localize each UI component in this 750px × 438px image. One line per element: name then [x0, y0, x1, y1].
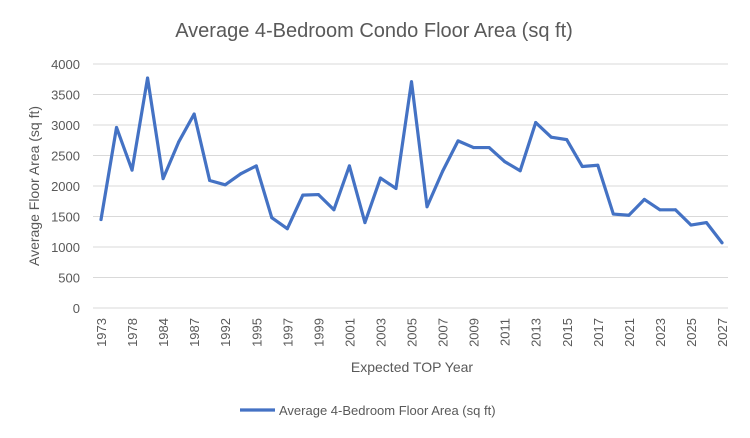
data-point	[347, 164, 351, 168]
y-tick-label: 4000	[51, 57, 80, 72]
x-axis-ticks: 1973 1978 1984 1987 1992 1995 1997 1999 2001 2003…	[94, 318, 730, 347]
y-tick-label: 3000	[51, 118, 80, 133]
data-point	[487, 146, 491, 150]
data-point	[99, 218, 103, 222]
x-tick-label: 2015	[560, 318, 575, 347]
data-point	[503, 160, 507, 164]
y-tick-label: 0	[73, 301, 80, 316]
data-point	[534, 121, 538, 125]
data-point	[177, 140, 181, 144]
x-tick-label: 2013	[529, 318, 544, 347]
y-tick-label: 2500	[51, 149, 80, 164]
data-point	[208, 179, 212, 183]
x-tick-label: 1987	[187, 318, 202, 347]
legend: Average 4-Bedroom Floor Area (sq ft)	[240, 403, 496, 418]
data-point	[223, 183, 227, 187]
x-tick-label: 2001	[342, 318, 357, 347]
data-point	[549, 135, 553, 139]
y-axis-ticks: 0 500 1000 1500 2000 2500 3000 3500 4000	[51, 57, 80, 316]
x-tick-label: 1995	[249, 318, 264, 347]
data-point	[580, 164, 584, 168]
data-point	[192, 112, 196, 116]
data-point	[596, 163, 600, 167]
data-point	[720, 241, 724, 245]
data-point	[301, 193, 305, 197]
data-point	[658, 208, 662, 212]
y-tick-label: 1000	[51, 240, 80, 255]
gridlines	[93, 63, 728, 309]
x-tick-label: 2009	[467, 318, 482, 347]
data-point	[146, 76, 150, 80]
data-point	[285, 227, 289, 231]
data-point	[394, 186, 398, 190]
x-tick-label: 2023	[653, 318, 668, 347]
data-point	[627, 213, 631, 217]
y-axis-label: Average Floor Area (sq ft)	[26, 106, 42, 266]
data-point	[518, 169, 522, 173]
data-point	[704, 221, 708, 225]
data-point	[332, 208, 336, 212]
data-point	[425, 205, 429, 209]
data-point	[410, 80, 413, 84]
x-tick-label: 1992	[218, 318, 233, 347]
x-tick-label: 2027	[715, 318, 730, 347]
x-tick-label: 2017	[591, 318, 606, 347]
data-point	[611, 212, 615, 216]
x-tick-label: 2025	[684, 318, 699, 347]
y-tick-label: 500	[58, 271, 80, 286]
data-point	[115, 125, 119, 129]
x-tick-label: 1997	[280, 318, 295, 347]
x-tick-label: 2011	[498, 318, 513, 346]
x-tick-label: 2021	[622, 318, 637, 347]
x-tick-label: 1973	[94, 318, 109, 347]
x-tick-label: 1978	[125, 318, 140, 347]
x-tick-label: 2005	[405, 318, 420, 347]
legend-label: Average 4-Bedroom Floor Area (sq ft)	[279, 403, 496, 418]
data-point	[472, 146, 476, 150]
data-point	[673, 208, 677, 212]
data-point	[378, 176, 382, 180]
data-point	[565, 138, 569, 142]
data-point	[363, 221, 367, 225]
y-tick-label: 1500	[51, 210, 80, 225]
data-point	[642, 197, 646, 201]
data-point	[456, 139, 460, 143]
chart-title: Average 4-Bedroom Condo Floor Area (sq f…	[175, 20, 573, 42]
data-point	[441, 169, 445, 173]
series-layer	[99, 76, 724, 245]
data-point	[130, 168, 134, 172]
x-tick-label: 2003	[373, 318, 388, 347]
x-tick-label: 2007	[436, 318, 451, 347]
y-tick-label: 2000	[51, 179, 80, 194]
y-tick-label: 3500	[51, 88, 80, 103]
series-line	[99, 76, 724, 245]
x-axis-label: Expected TOP Year	[351, 359, 474, 375]
x-tick-label: 1999	[311, 318, 326, 347]
data-point	[239, 172, 243, 176]
x-tick-label: 1984	[156, 318, 171, 347]
data-point	[161, 177, 165, 181]
data-point	[689, 223, 693, 227]
data-point	[254, 164, 258, 168]
data-point	[316, 193, 320, 197]
data-point	[270, 216, 274, 220]
